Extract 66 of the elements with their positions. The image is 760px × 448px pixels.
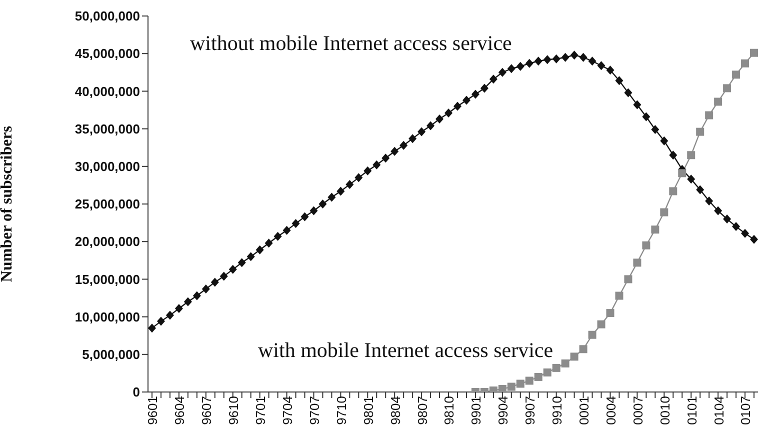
point: [696, 128, 704, 136]
x-tick-label: 9701: [253, 396, 268, 425]
point: [570, 352, 578, 361]
y-tick-label: 15,000,000: [74, 272, 140, 287]
x-tick-label: 9910: [550, 396, 565, 425]
x-tick-label: 9804: [388, 396, 403, 425]
x-tick-label: 9607: [199, 396, 214, 425]
y-tick-label: 50,000,000: [74, 8, 140, 24]
series-label: without mobile Internet access service: [190, 31, 512, 56]
point: [552, 364, 560, 372]
x-tick-label: 0004: [603, 396, 618, 425]
y-tick-label: 30,000,000: [74, 159, 140, 174]
y-tick-label: 45,000,000: [74, 46, 140, 62]
y-tick-label: 5,000,000: [82, 347, 140, 362]
point: [705, 111, 714, 120]
x-tick-label: 0101: [684, 396, 700, 425]
point: [669, 187, 678, 196]
point: [660, 208, 668, 216]
point: [642, 241, 650, 250]
point: [687, 151, 696, 160]
point: [651, 226, 660, 234]
x-tick-label: 9904: [496, 396, 511, 425]
x-tick-label: 9601: [145, 396, 160, 425]
y-tick-label: 0: [132, 384, 140, 400]
point: [624, 275, 632, 284]
point: [543, 368, 552, 376]
x-tick-label: 0007: [630, 396, 646, 425]
point: [507, 382, 516, 391]
x-tick-label: 0001: [576, 396, 592, 425]
point: [534, 372, 542, 381]
x-tick-label: 9810: [442, 396, 457, 425]
x-tick-label: 9710: [334, 396, 349, 425]
y-tick-label: 40,000,000: [74, 84, 140, 99]
point: [588, 330, 596, 339]
point: [606, 309, 614, 318]
x-tick-label: 0010: [657, 396, 672, 425]
x-tick-label: 9704: [280, 396, 296, 425]
point: [498, 384, 506, 392]
point: [615, 292, 624, 300]
point: [633, 258, 642, 267]
y-axis-title: Number of subscribers: [0, 126, 16, 282]
point: [714, 98, 722, 106]
y-tick-label: 35,000,000: [74, 121, 140, 136]
x-tick-label: 0104: [711, 396, 726, 425]
y-tick-label: 10,000,000: [74, 309, 140, 324]
point: [723, 84, 732, 92]
point: [597, 320, 606, 328]
point: [525, 376, 534, 385]
x-tick-label: 9604: [172, 396, 188, 425]
x-tick-label: 9801: [360, 396, 376, 425]
series-label: with mobile Internet access service: [258, 338, 554, 363]
point: [741, 59, 750, 68]
x-tick-label: 9901: [468, 396, 484, 425]
point: [579, 345, 588, 354]
x-tick-label: 9610: [226, 396, 242, 425]
x-tick-label: 0107: [738, 396, 754, 425]
point: [516, 380, 524, 388]
x-tick-label: 9907: [522, 396, 538, 425]
x-tick-label: 9807: [414, 396, 430, 425]
y-tick-label: 20,000,000: [74, 234, 140, 250]
y-tick-label: 25,000,000: [74, 196, 140, 212]
point: [732, 70, 740, 79]
point: [750, 48, 758, 57]
x-tick-label: 9707: [306, 396, 322, 425]
point: [678, 169, 686, 178]
point: [561, 359, 570, 368]
